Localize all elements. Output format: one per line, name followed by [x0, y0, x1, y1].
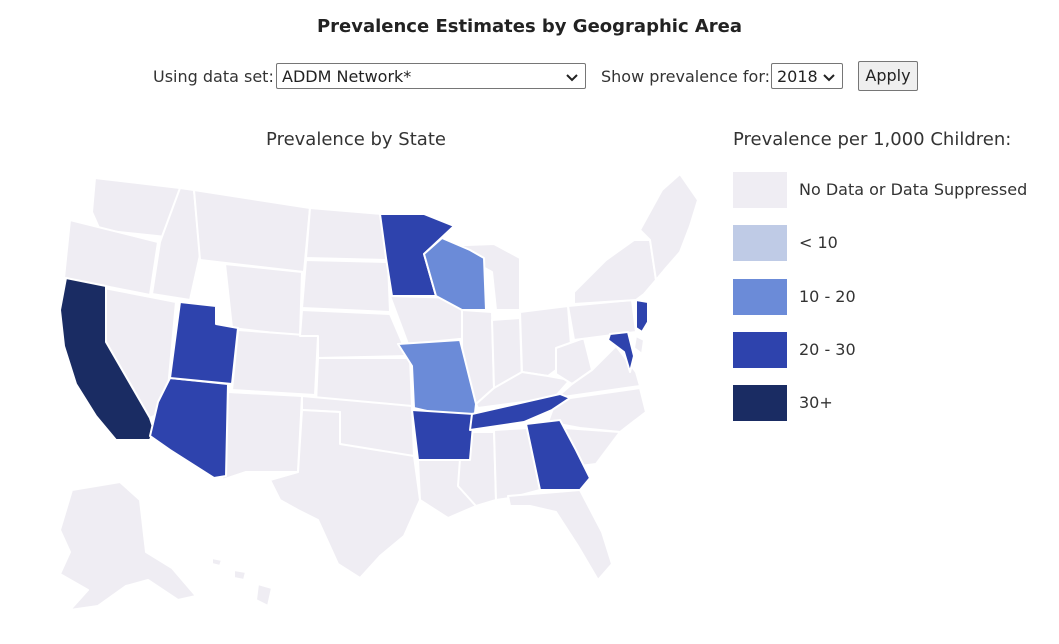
legend-label: 30+ — [799, 393, 833, 412]
state-wyoming[interactable] — [224, 263, 303, 337]
state-montana[interactable] — [193, 189, 311, 273]
legend-swatch — [733, 279, 787, 315]
legend-label: No Data or Data Suppressed — [799, 180, 1028, 199]
state-florida[interactable] — [507, 489, 613, 581]
state-north-dakota[interactable] — [305, 207, 389, 261]
year-select[interactable]: 2018 — [771, 63, 843, 89]
state-kentucky[interactable] — [475, 371, 571, 409]
page-title: Prevalence Estimates by Geographic Area — [316, 16, 743, 37]
state-georgia[interactable] — [525, 419, 591, 491]
state-utah[interactable] — [169, 301, 239, 385]
dataset-select-value: ADDM Network* — [282, 67, 412, 86]
state-tennessee[interactable] — [469, 393, 571, 431]
state-south-dakota[interactable] — [301, 259, 391, 313]
chevron-down-icon — [566, 74, 578, 82]
state-colorado[interactable] — [231, 329, 319, 396]
state-arkansas[interactable] — [411, 409, 475, 461]
us-states-map — [59, 173, 699, 611]
state-maryland[interactable] — [607, 331, 635, 373]
state-new-jersey[interactable] — [635, 299, 649, 333]
state-arizona[interactable] — [149, 377, 229, 479]
year-label: Show prevalence for: — [601, 67, 771, 86]
year-select-value: 2018 — [777, 67, 818, 86]
legend-swatch — [733, 172, 787, 208]
legend-label: 10 - 20 — [799, 287, 856, 306]
state-hawaii[interactable] — [211, 557, 273, 607]
legend-label: < 10 — [799, 233, 838, 252]
chevron-down-icon — [823, 74, 835, 82]
state-california[interactable] — [59, 277, 155, 441]
state-new-york[interactable] — [573, 239, 657, 305]
state-wisconsin[interactable] — [423, 237, 487, 311]
state-new-mexico[interactable] — [221, 391, 303, 481]
dataset-select[interactable]: ADDM Network* — [276, 63, 586, 89]
apply-button[interactable]: Apply — [858, 61, 918, 91]
state-delaware[interactable] — [633, 335, 645, 355]
legend-swatch — [733, 385, 787, 421]
legend-swatch — [733, 225, 787, 261]
state-texas[interactable] — [269, 409, 421, 579]
state-new-england[interactable] — [639, 173, 699, 281]
state-washington[interactable] — [91, 177, 181, 239]
state-alaska[interactable] — [59, 481, 197, 611]
dataset-label: Using data set: — [153, 67, 274, 86]
legend-label: 20 - 30 — [799, 340, 856, 359]
legend-swatch — [733, 332, 787, 368]
state-oregon[interactable] — [63, 219, 159, 296]
legend-title: Prevalence per 1,000 Children: — [733, 129, 1012, 150]
map-title: Prevalence by State — [266, 129, 446, 150]
